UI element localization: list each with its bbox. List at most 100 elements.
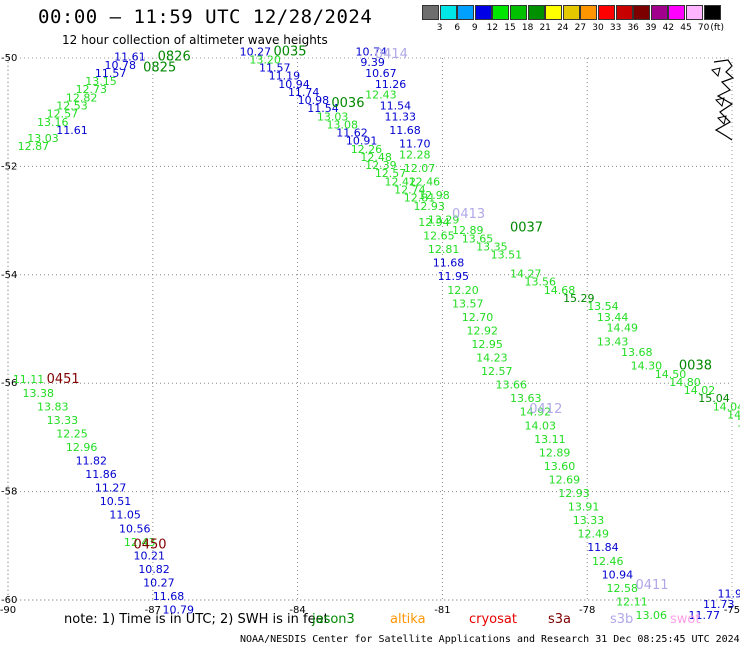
- wave-height-value: 12.74: [394, 184, 426, 197]
- wave-height-value: 12.57: [47, 108, 79, 121]
- colorbar-tick-label: 39: [645, 23, 657, 33]
- pass-time-label: 0038: [679, 359, 712, 374]
- lat-tick-label: -60: [1, 595, 17, 606]
- wave-height-value: 11.62: [336, 127, 368, 140]
- wave-height-value: 13.06: [635, 609, 667, 622]
- wave-height-value: 12.20: [447, 284, 479, 297]
- pass-time-label: 0414: [375, 47, 408, 62]
- wave-height-value: 12.57: [375, 167, 407, 180]
- pass-time-label: 0451: [47, 372, 80, 387]
- wave-height-value: 11.68: [433, 257, 465, 270]
- wave-height-value: 11.86: [85, 468, 117, 481]
- wave-height-value: 12.96: [66, 441, 98, 454]
- colorbar-swatch: [580, 5, 598, 20]
- wave-height-value: 11.54: [307, 102, 339, 115]
- wave-height-value: 14.27: [510, 268, 542, 281]
- wave-height-value: 10.94: [602, 568, 634, 581]
- wave-height-value: 10.67: [365, 67, 397, 80]
- wave-height-value: 12.81: [404, 192, 436, 205]
- colorbar-tick-label: 18: [521, 23, 534, 33]
- wave-height-value: 10.82: [138, 563, 170, 576]
- legend-item-s3b: s3b: [610, 612, 634, 627]
- wave-height-value: 12.49: [578, 528, 610, 541]
- wave-height-value: 13.43: [597, 335, 629, 348]
- wave-height-value: 11.74: [288, 86, 320, 99]
- wave-height-value: 13.51: [491, 249, 522, 262]
- wave-height-value: 11.9: [718, 587, 740, 600]
- wave-height-value: 13.83: [37, 400, 69, 413]
- wave-height-value: 13.66: [495, 379, 527, 392]
- lon-tick-label: -84: [289, 605, 305, 616]
- wave-height-value: 11.68: [153, 590, 185, 603]
- wave-height-value: 10.78: [105, 59, 136, 72]
- wave-height-value: 12.87: [18, 140, 50, 153]
- wave-height-value: 14.80: [669, 376, 701, 389]
- pass-time-label: 0036: [331, 96, 364, 111]
- colorbar-swatch: [703, 5, 721, 20]
- pass-time-label: 0035: [273, 44, 306, 59]
- wave-height-value: 12.58: [607, 582, 639, 595]
- wave-height-value: 13.65: [462, 232, 494, 245]
- lon-tick-label: -87: [145, 605, 161, 616]
- colorbar-swatch: [510, 5, 527, 20]
- wave-height-value: 9.39: [360, 56, 385, 69]
- map-subtitle: 12 hour collection of altimeter wave hei…: [62, 33, 328, 47]
- colorbar-swatch: [545, 5, 563, 20]
- wave-height-value: 12.57: [481, 365, 512, 378]
- wave-height-value: 11.68: [389, 124, 421, 137]
- wave-height-value: 10.91: [346, 135, 378, 148]
- wave-height-value: 14.49: [607, 322, 639, 335]
- colorbar-tick-label: 30: [592, 23, 604, 33]
- wave-height-value: 11.57: [259, 62, 291, 75]
- wave-height-value: 11.61: [56, 124, 87, 137]
- wave-height-value: 13.33: [47, 414, 79, 427]
- colorbar-tick-label: 3: [436, 23, 443, 33]
- colorbar-swatch: [562, 5, 580, 20]
- wave-height-value: 12.65: [423, 230, 455, 243]
- wave-height-value: 10.94: [278, 78, 310, 91]
- wave-height-value: 13.68: [621, 346, 653, 359]
- pass-time-label: 0826: [158, 50, 191, 65]
- legend-item-swot: swot: [670, 612, 701, 627]
- wave-height-value: 13.16: [37, 116, 69, 129]
- wave-height-value: 14.50: [655, 368, 687, 381]
- legend-item-jason3: jason3: [312, 612, 355, 627]
- wave-height-value: 12.28: [399, 148, 431, 161]
- wave-height-value: 12.92: [467, 324, 499, 337]
- wave-height-value: 10.74: [356, 45, 388, 58]
- colorbar-swatch: [527, 5, 545, 20]
- legend-item-altika: altika: [390, 612, 426, 627]
- pass-time-label: 0412: [529, 402, 562, 417]
- lat-tick-label: -56: [1, 378, 17, 389]
- lat-tick-label: -52: [1, 161, 17, 172]
- wave-height-value: 12.46: [409, 175, 441, 188]
- colorbar-swatch: [474, 5, 492, 20]
- wave-height-value: 11.26: [375, 78, 407, 91]
- wave-height-value: 11.70: [399, 137, 431, 150]
- wave-height-value: 12.39: [365, 159, 397, 172]
- wave-height-value: 13.57: [452, 297, 484, 310]
- wave-height-value: 10.56: [119, 522, 151, 535]
- wave-height-value: 11.05: [109, 509, 141, 522]
- wave-height-value: 14.22: [727, 408, 740, 421]
- wave-height-value: 14.04: [713, 400, 740, 413]
- wave-height-value: 14.30: [631, 360, 663, 373]
- wave-height-value: 12.94: [418, 216, 450, 229]
- wave-height-value: 12.89: [452, 224, 484, 237]
- wave-height-value: 13.56: [524, 276, 556, 289]
- wave-height-value: 12.69: [549, 473, 581, 486]
- legend-item-s3a: s3a: [548, 612, 572, 627]
- lon-tick-label: -75: [724, 605, 740, 616]
- wave-height-value: 13.03: [317, 110, 349, 123]
- lat-tick-label: -54: [1, 270, 17, 281]
- colorbar-swatch: [615, 5, 633, 20]
- wave-height-value: 11.19: [269, 70, 301, 83]
- wave-height-value: 10.27: [240, 45, 272, 58]
- wave-height-value: 12.48: [360, 151, 392, 164]
- wave-height-value: 11.54: [380, 99, 412, 112]
- wave-height-value: 12.95: [471, 338, 503, 351]
- wave-height-value: 12.11: [616, 595, 648, 608]
- lon-tick-label: -90: [0, 605, 16, 616]
- colorbar-tick-label: 12: [486, 23, 499, 33]
- pass-time-label: 0413: [452, 207, 485, 222]
